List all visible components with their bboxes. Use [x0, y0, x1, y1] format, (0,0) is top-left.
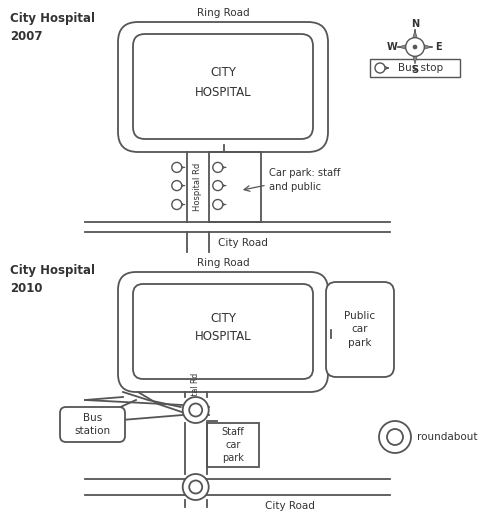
- Circle shape: [375, 63, 385, 73]
- Text: City Hospital
2010: City Hospital 2010: [10, 264, 95, 295]
- Circle shape: [183, 397, 209, 423]
- FancyBboxPatch shape: [118, 272, 328, 392]
- Text: Public
car
park: Public car park: [345, 311, 376, 348]
- Circle shape: [379, 421, 411, 453]
- Circle shape: [172, 181, 182, 190]
- Text: S: S: [411, 65, 418, 75]
- Circle shape: [213, 200, 223, 209]
- Bar: [207, 423, 259, 467]
- Circle shape: [213, 181, 223, 190]
- Text: Bus stop: Bus stop: [398, 63, 443, 73]
- Bar: [370, 59, 460, 77]
- Text: Hospital Rd: Hospital Rd: [193, 163, 202, 211]
- Circle shape: [189, 480, 202, 494]
- Text: CITY
HOSPITAL: CITY HOSPITAL: [195, 311, 252, 344]
- Polygon shape: [415, 44, 432, 50]
- Circle shape: [413, 45, 417, 49]
- Text: City Hospital
2007: City Hospital 2007: [10, 12, 95, 43]
- Text: Car park: staff
and public: Car park: staff and public: [269, 168, 340, 191]
- Text: City Road: City Road: [218, 238, 268, 248]
- FancyBboxPatch shape: [118, 22, 328, 152]
- Circle shape: [172, 200, 182, 209]
- FancyBboxPatch shape: [133, 34, 313, 139]
- Circle shape: [387, 429, 403, 445]
- Text: Hospital Rd: Hospital Rd: [191, 372, 200, 417]
- Text: City Road: City Road: [265, 501, 314, 511]
- FancyBboxPatch shape: [133, 284, 313, 379]
- Circle shape: [405, 38, 425, 56]
- Text: Staff
car
park: Staff car park: [221, 427, 244, 463]
- FancyBboxPatch shape: [60, 407, 125, 442]
- Text: N: N: [411, 19, 419, 29]
- Text: roundabout: roundabout: [417, 432, 477, 442]
- Text: E: E: [435, 42, 441, 52]
- Circle shape: [172, 162, 182, 173]
- Polygon shape: [398, 44, 415, 50]
- FancyBboxPatch shape: [326, 282, 394, 377]
- Circle shape: [213, 162, 223, 173]
- Text: W: W: [387, 42, 397, 52]
- Circle shape: [189, 403, 202, 416]
- Text: Bus
station: Bus station: [74, 413, 111, 436]
- Polygon shape: [412, 47, 418, 64]
- Text: Ring Road: Ring Road: [197, 8, 249, 18]
- Polygon shape: [412, 30, 418, 47]
- Circle shape: [183, 474, 209, 500]
- Text: Ring Road: Ring Road: [197, 258, 249, 268]
- Text: CITY
HOSPITAL: CITY HOSPITAL: [195, 67, 252, 98]
